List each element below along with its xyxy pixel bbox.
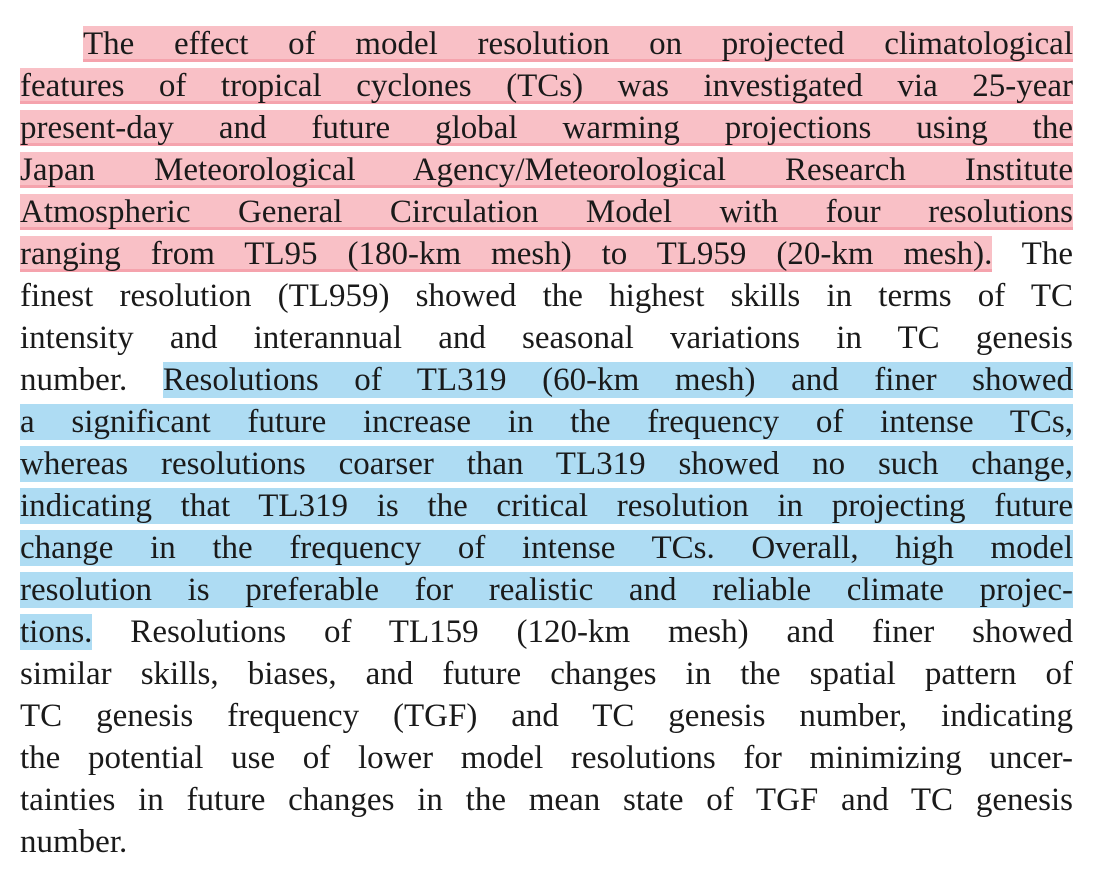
text-line: TC genesis frequency (TGF) and TC genesi… [20,695,1073,737]
highlighted-text: change in the frequency of intense TCs. … [20,530,1073,566]
text-segment: finest resolution (TL959) showed the hig… [20,278,1073,314]
text-line: features of tropical cyclones (TCs) was … [20,65,1073,107]
text-line: a significant future increase in the fre… [20,401,1073,443]
text-segment: tainties in future changes in the mean s… [20,782,1073,818]
text-line: present-day and future global warming pr… [20,107,1073,149]
highlighted-text: Atmospheric General Circulation Model wi… [20,194,1073,230]
text-line: The effect of model resolution on projec… [20,23,1073,65]
highlighted-text: a significant future increase in the fre… [20,404,1073,440]
text-segment: The [992,236,1073,272]
text-line: tainties in future changes in the mean s… [20,779,1073,821]
text-segment: Resolutions of TL159 (120-km mesh) and f… [92,614,1073,650]
highlighted-text: resolution is preferable for realistic a… [20,572,1073,608]
text-segment: number. [20,362,163,398]
text-line: tions. Resolutions of TL159 (120-km mesh… [20,611,1073,653]
highlighted-text: Japan Meteorological Agency/Meteorologic… [20,152,1073,188]
text-segment: number. [20,824,128,860]
text-line: whereas resolutions coarser than TL319 s… [20,443,1073,485]
highlighted-text: The effect of model resolution on projec… [83,26,1073,62]
text-segment: the potential use of lower model resolut… [20,740,1073,776]
text-line: intensity and interannual and seasonal v… [20,317,1073,359]
text-line: change in the frequency of intense TCs. … [20,527,1073,569]
abstract-paragraph: The effect of model resolution on projec… [20,23,1074,863]
text-segment: TC genesis frequency (TGF) and TC genesi… [20,698,1073,734]
text-line: number. Resolutions of TL319 (60-km mesh… [20,359,1074,401]
highlighted-text: present-day and future global warming pr… [20,110,1073,146]
text-line: number. [20,821,1073,863]
text-line: indicating that TL319 is the critical re… [20,485,1073,527]
text-line: Japan Meteorological Agency/Meteorologic… [20,149,1073,191]
highlighted-text: Resolutions of TL319 (60-km mesh) and fi… [162,362,1074,398]
text-line: ranging from TL95 (180-km mesh) to TL959… [20,233,1073,275]
highlighted-text: whereas resolutions coarser than TL319 s… [20,446,1073,482]
highlighted-text: ranging from TL95 (180-km mesh) to TL959… [20,236,993,272]
text-line: the potential use of lower model resolut… [20,737,1073,779]
text-line: Atmospheric General Circulation Model wi… [20,191,1073,233]
text-line: similar skills, biases, and future chang… [20,653,1073,695]
text-line: finest resolution (TL959) showed the hig… [20,275,1073,317]
text-segment: intensity and interannual and seasonal v… [20,320,1073,356]
text-segment: similar skills, biases, and future chang… [20,656,1073,692]
highlighted-text: features of tropical cyclones (TCs) was … [20,68,1073,104]
highlighted-text: indicating that TL319 is the critical re… [20,488,1073,524]
highlighted-text: tions. [20,614,93,650]
text-line: resolution is preferable for realistic a… [20,569,1073,611]
